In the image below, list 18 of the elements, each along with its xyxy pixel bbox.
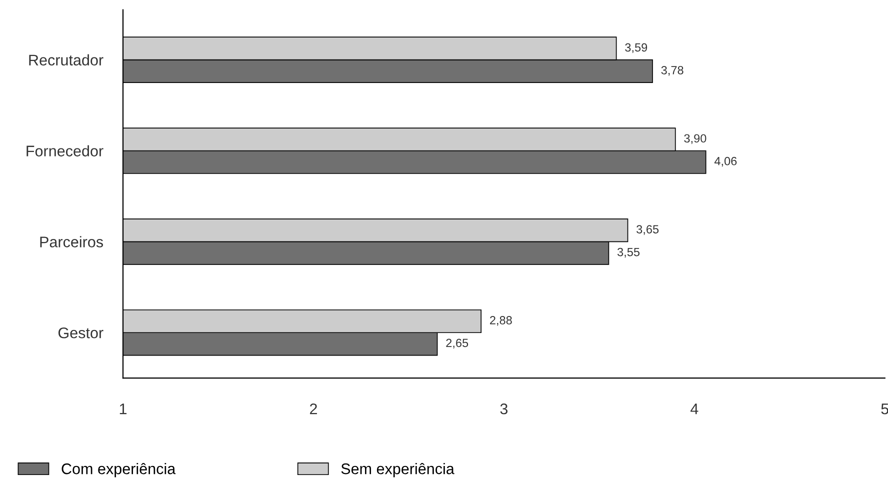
data-label: 3,55 (617, 248, 640, 258)
data-label: 2,88 (490, 316, 512, 326)
x-tick-label: 4 (690, 404, 698, 414)
data-label: 4,06 (714, 156, 737, 167)
data-label: 2,65 (446, 338, 468, 349)
legend-label: Com experiência (62, 462, 176, 478)
data-label: 3,78 (661, 66, 684, 76)
legend-label: Sem experiência (341, 462, 454, 478)
x-tick-label: 3 (500, 403, 508, 414)
y-tick-label: Recrutador (29, 54, 104, 66)
x-tick-label: 2 (310, 403, 317, 414)
data-label: 3,65 (636, 225, 659, 235)
data-label: 3,90 (684, 134, 706, 144)
data-label: 3,59 (625, 43, 648, 54)
y-tick-label: Parceiros (40, 236, 103, 248)
x-tick-label: 1 (120, 404, 126, 414)
y-tick-label: Fornecedor (26, 145, 104, 156)
y-tick-label: Gestor (58, 327, 104, 338)
